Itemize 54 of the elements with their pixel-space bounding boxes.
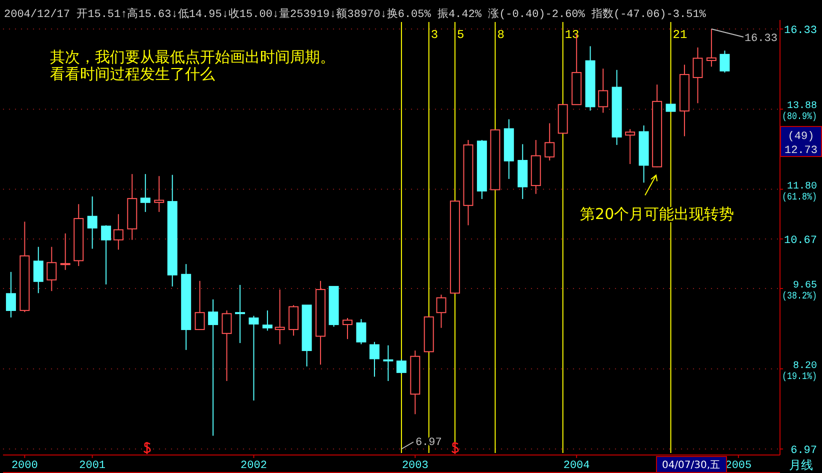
y-tick-label: 16.33 bbox=[784, 25, 817, 37]
y-tick-label: 10.67 bbox=[784, 234, 817, 247]
candlestick bbox=[274, 289, 285, 345]
annotation: 看看时间过程发生了什么 bbox=[50, 65, 215, 83]
candlestick bbox=[6, 271, 16, 318]
y-tick-label: 9.65 (38.2%) bbox=[782, 280, 822, 303]
candlestick bbox=[436, 294, 446, 328]
candlestick bbox=[46, 246, 57, 292]
ref-line-label: 21 bbox=[672, 28, 688, 42]
candlestick bbox=[544, 122, 555, 161]
x-tick-label: 2002 bbox=[240, 460, 267, 472]
candlestick bbox=[356, 318, 366, 345]
x-tick-label: 2000 bbox=[11, 460, 38, 472]
candlestick bbox=[140, 174, 150, 212]
ref-line-label: 8 bbox=[497, 28, 504, 42]
ref-line-label: 5 bbox=[456, 28, 464, 42]
x-tick-label: 2003 bbox=[402, 460, 428, 472]
text: 2004/12/17 开15.51↑高15.63↓低14.95↓收15.00↓量253919↓额38970↓换6.05% 振4.42% 涨(-0.40)-2.60% 指数(-47.06)-3.51% bbox=[4, 7, 706, 21]
candlestick bbox=[208, 298, 218, 436]
annotation: 其次，我们要从最低点开始画出时间周期。 bbox=[50, 48, 335, 66]
candlestick bbox=[706, 28, 716, 68]
candlestick bbox=[60, 232, 70, 270]
y-tick-label: 6.97 bbox=[790, 445, 817, 457]
candlestick bbox=[235, 284, 246, 344]
text: 月线 bbox=[789, 458, 813, 472]
candlestick bbox=[87, 196, 98, 250]
x-tick-label: 2001 bbox=[79, 460, 106, 472]
candlestick bbox=[101, 224, 112, 285]
candlestick bbox=[383, 344, 394, 382]
ref-line-label: 13 bbox=[564, 28, 580, 42]
candlestick bbox=[369, 341, 380, 378]
candlestick bbox=[33, 246, 44, 294]
candlestick bbox=[598, 68, 608, 114]
candlestick bbox=[625, 128, 636, 165]
annotation: 16.33 bbox=[744, 33, 778, 45]
candlestick bbox=[113, 214, 124, 250]
y-tick-label: 13.88 (80.9%) bbox=[782, 101, 822, 124]
x-tick-label: 2004 bbox=[563, 460, 590, 472]
ref-line-label: 3 bbox=[430, 28, 438, 42]
candlestick bbox=[720, 50, 730, 74]
candlestick bbox=[154, 176, 164, 212]
x-tick-label: 2005 bbox=[725, 460, 752, 472]
candlestick bbox=[248, 315, 259, 402]
candlestick bbox=[692, 46, 703, 104]
text: 04/07/30,五 bbox=[662, 460, 720, 471]
candlestick bbox=[342, 317, 352, 340]
candlestick bbox=[396, 358, 406, 374]
y-tick-label: 8.20 (19.1%) bbox=[782, 360, 822, 383]
text: (49) 12.73 bbox=[784, 131, 818, 157]
candlestick bbox=[262, 310, 272, 332]
candlestick bbox=[288, 304, 299, 336]
candlestick bbox=[222, 310, 232, 382]
y-tick-label: 11.80 (61.8%) bbox=[782, 181, 822, 204]
candlestick bbox=[194, 280, 205, 330]
